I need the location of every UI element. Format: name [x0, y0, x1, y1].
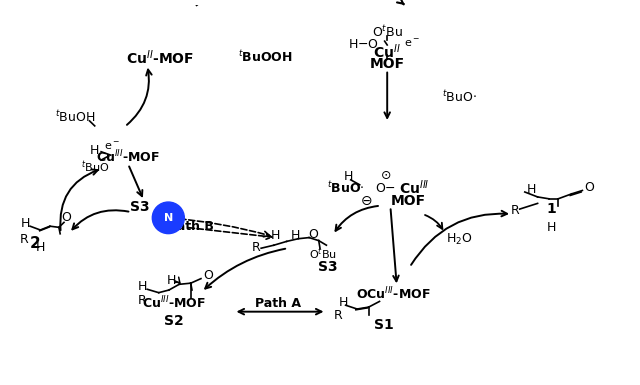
Text: H: H	[527, 183, 536, 196]
Text: MOF: MOF	[391, 194, 426, 208]
Text: Cu$^{III}$: Cu$^{III}$	[399, 179, 430, 198]
Text: H: H	[344, 170, 353, 183]
Text: N: N	[164, 213, 173, 223]
Text: $^t$BuO$\cdot$: $^t$BuO$\cdot$	[442, 89, 477, 105]
Text: R: R	[333, 309, 342, 322]
Text: H: H	[36, 241, 45, 254]
Text: R: R	[20, 233, 29, 246]
Text: R: R	[252, 241, 260, 254]
Text: $^t$BuOH: $^t$BuOH	[55, 109, 96, 125]
Text: O$^t$Bu: O$^t$Bu	[372, 24, 403, 40]
Text: O: O	[61, 211, 71, 224]
Text: H: H	[339, 296, 348, 309]
Text: Cu$^{III}$-MOF: Cu$^{III}$-MOF	[96, 149, 160, 165]
Text: O: O	[308, 228, 319, 241]
Text: O$-$: O$-$	[376, 182, 396, 195]
Text: 1: 1	[547, 203, 557, 216]
Text: H: H	[271, 229, 280, 242]
Text: H$_2$O: H$_2$O	[446, 232, 473, 247]
Text: e$^-$: e$^-$	[404, 38, 420, 49]
Text: H: H	[21, 217, 30, 230]
Text: $\odot$: $\odot$	[380, 169, 392, 182]
Text: Cu$^{III}$-MOF: Cu$^{III}$-MOF	[142, 295, 206, 311]
Text: O: O	[203, 269, 213, 282]
Text: S3: S3	[318, 260, 337, 274]
Text: O: O	[584, 181, 594, 194]
Text: S1: S1	[374, 318, 394, 332]
Text: H$-$O: H$-$O	[348, 38, 379, 52]
Text: H: H	[138, 281, 147, 293]
Text: Path A: Path A	[255, 297, 301, 310]
Text: MOF: MOF	[370, 57, 404, 71]
Text: Cu$^{II}$-MOF: Cu$^{II}$-MOF	[126, 48, 194, 67]
Text: 2: 2	[30, 236, 40, 251]
Text: $^t$BuO: $^t$BuO	[81, 160, 109, 176]
Text: H: H	[90, 144, 99, 157]
Text: $^t$BuO$\cdot$: $^t$BuO$\cdot$	[327, 181, 364, 196]
Text: OCu$^{III}$-MOF: OCu$^{III}$-MOF	[356, 286, 431, 302]
Text: H: H	[547, 221, 556, 234]
Text: R: R	[511, 204, 520, 218]
Text: H: H	[167, 274, 176, 287]
Text: e$^-$: e$^-$	[104, 141, 120, 152]
Text: S3: S3	[130, 200, 149, 214]
Text: $\ominus$: $\ominus$	[360, 194, 372, 208]
Text: H: H	[291, 229, 300, 242]
Ellipse shape	[152, 202, 184, 234]
Text: Path B: Path B	[168, 220, 214, 233]
Text: S2: S2	[164, 314, 184, 328]
Text: O$^t$Bu: O$^t$Bu	[309, 246, 337, 262]
Text: Cu$^{II}$: Cu$^{II}$	[373, 42, 401, 61]
Text: R: R	[138, 294, 147, 307]
Text: $^t$BuOOH: $^t$BuOOH	[238, 50, 293, 65]
